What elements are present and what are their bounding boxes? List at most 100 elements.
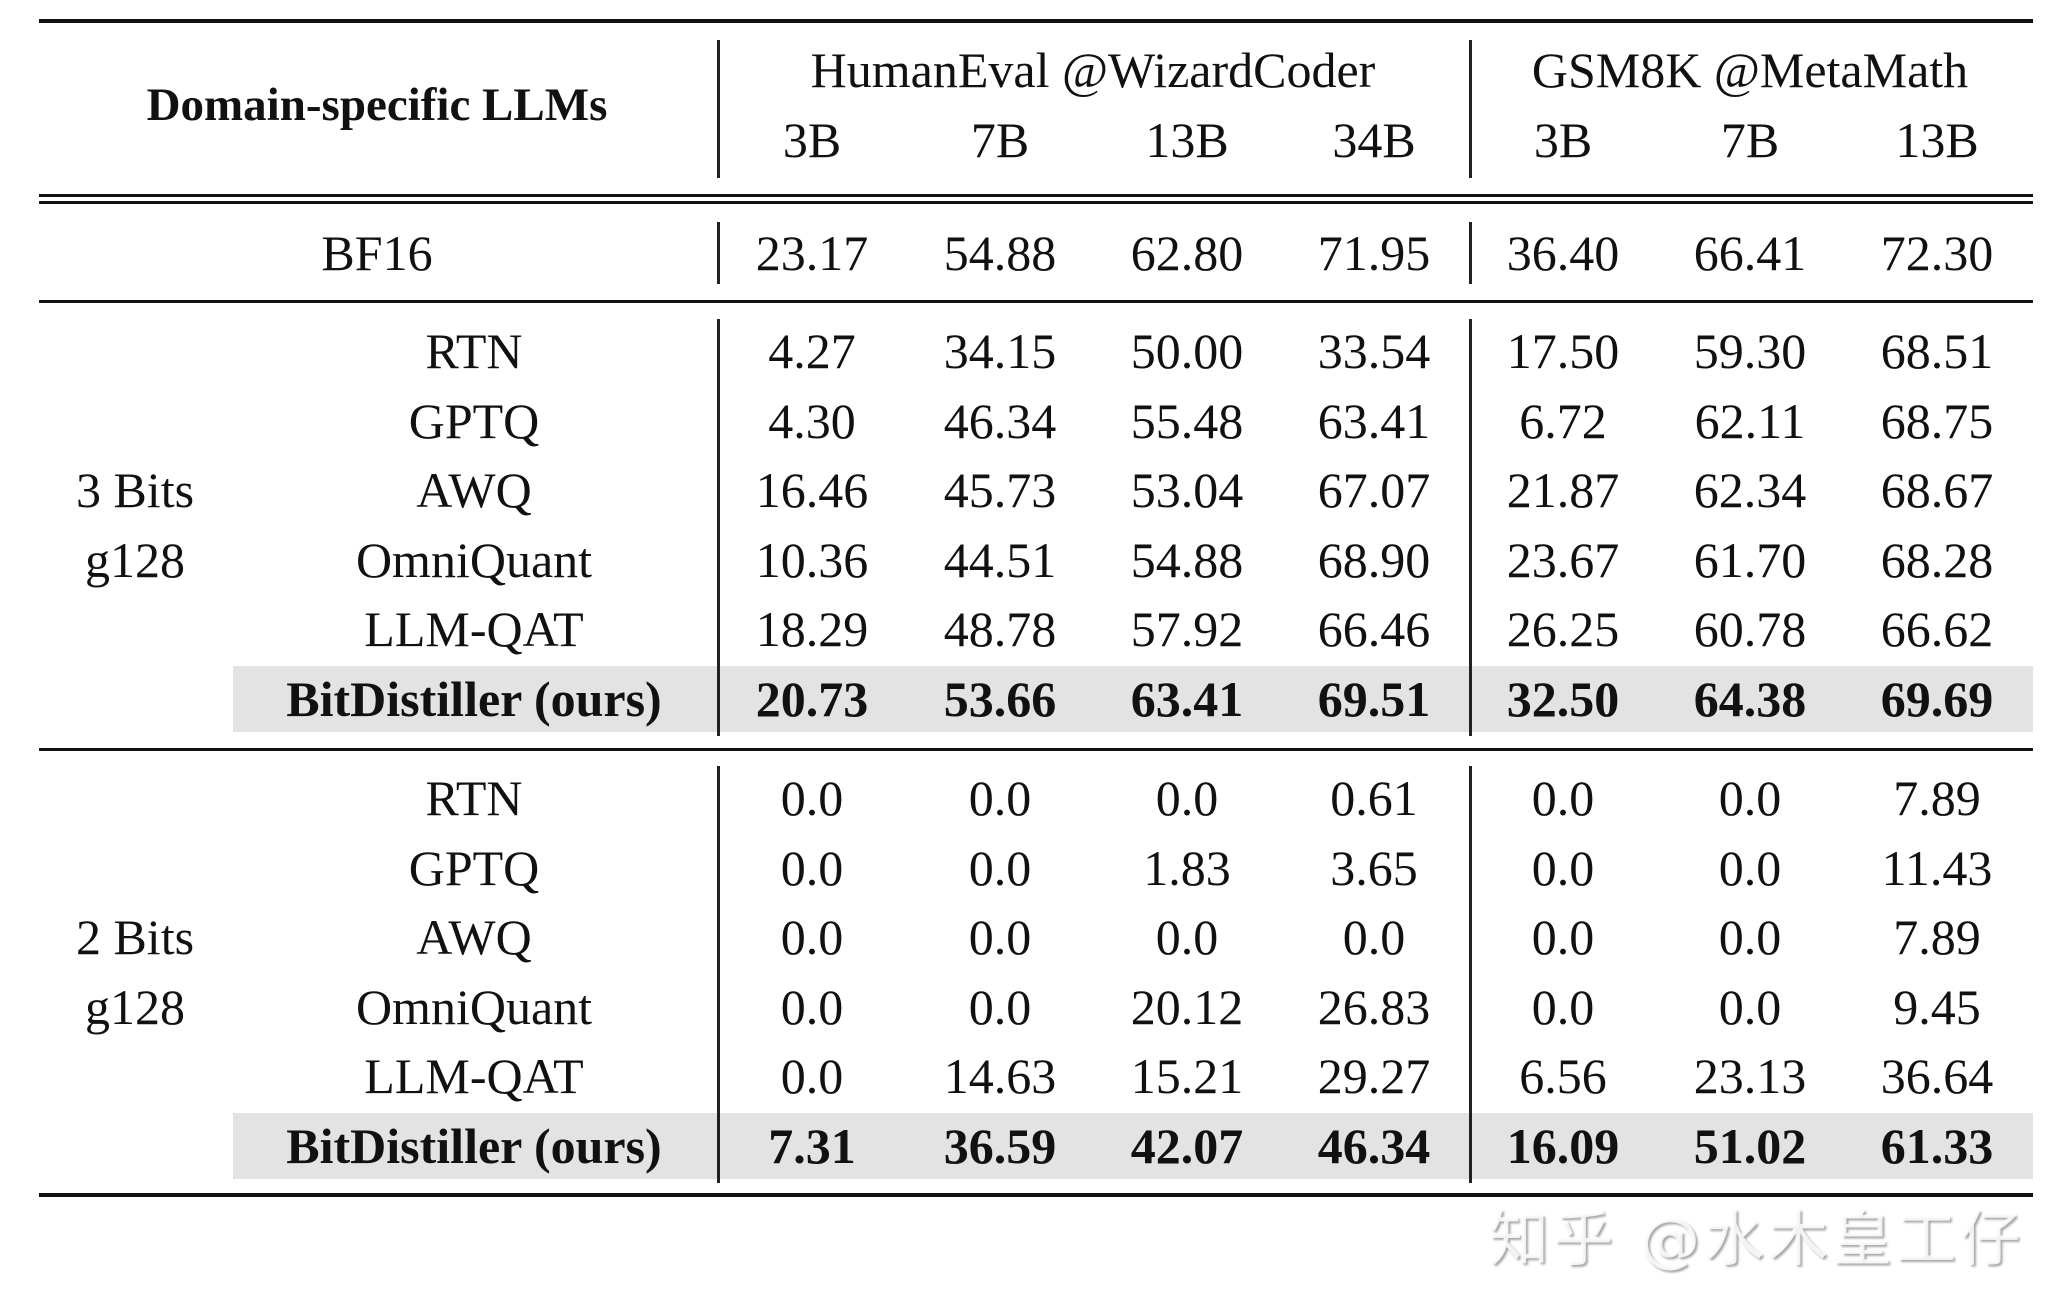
size-header: 13B [1145, 112, 1229, 168]
divider [1469, 222, 1472, 284]
value-cell: 44.51 [943, 531, 1057, 588]
value-cell: 10.36 [755, 531, 869, 588]
method-label: OmniQuant [355, 978, 593, 1035]
value-cell: 0.0 [780, 1048, 844, 1104]
baseline-rule [39, 300, 2033, 303]
method-label: BitDistiller (ours) [286, 1117, 662, 1174]
value-cell: 4.30 [768, 392, 856, 449]
value-cell: 66.62 [1880, 601, 1994, 657]
value-cell: 6.72 [1519, 392, 1607, 449]
size-header: 3B [782, 112, 842, 168]
value-cell: 17.50 [1506, 323, 1620, 379]
group-header: GSM8K @MetaMath [1531, 42, 1969, 98]
value-cell: 23.13 [1693, 1048, 1807, 1104]
value-cell: 0.0 [780, 978, 844, 1035]
value-cell: 51.02 [1693, 1117, 1807, 1174]
value-cell: 0.0 [1531, 909, 1595, 965]
size-header: 13B [1895, 112, 1979, 168]
value-cell: 63.41 [1317, 392, 1431, 449]
value-cell: 7.89 [1893, 909, 1981, 965]
value-cell: 62.34 [1693, 462, 1807, 518]
value-cell: 0.0 [968, 978, 1032, 1035]
value-cell: 32.50 [1506, 670, 1620, 727]
value-cell: 72.30 [1880, 225, 1994, 281]
divider [717, 319, 720, 736]
header-rule-2 [39, 201, 2033, 204]
value-cell: 0.0 [1531, 770, 1595, 826]
size-header: 7B [970, 112, 1030, 168]
value-cell: 6.56 [1519, 1048, 1607, 1104]
method-label: LLM-QAT [364, 1048, 584, 1104]
value-cell: 57.92 [1130, 601, 1244, 657]
value-cell: 0.0 [1531, 839, 1595, 896]
value-cell: 55.48 [1130, 392, 1244, 449]
value-cell: 67.07 [1317, 462, 1431, 518]
value-cell: 16.46 [755, 462, 869, 518]
value-cell: 50.00 [1130, 323, 1244, 379]
value-cell: 0.0 [1531, 978, 1595, 1035]
top-rule [39, 19, 2033, 23]
value-cell: 48.78 [943, 601, 1057, 657]
divider [1469, 319, 1472, 736]
bottom-rule [39, 1193, 2033, 1197]
size-header: 7B [1720, 112, 1780, 168]
method-label: RTN [425, 323, 523, 379]
value-cell: 26.25 [1506, 601, 1620, 657]
method-label: GPTQ [408, 839, 540, 896]
divider [717, 222, 720, 284]
value-cell: 0.0 [968, 770, 1032, 826]
value-cell: 46.34 [1317, 1117, 1431, 1174]
value-cell: 0.0 [1718, 839, 1782, 896]
value-cell: 0.0 [1342, 909, 1406, 965]
value-cell: 1.83 [1143, 839, 1231, 896]
value-cell: 33.54 [1317, 323, 1431, 379]
header-rule [39, 194, 2033, 197]
value-cell: 63.41 [1130, 670, 1244, 727]
value-cell: 53.04 [1130, 462, 1244, 518]
value-cell: 62.80 [1130, 225, 1244, 281]
size-header: 34B [1332, 112, 1416, 168]
corner-header: Domain-specific LLMs [146, 79, 608, 131]
value-cell: 68.75 [1880, 392, 1994, 449]
value-cell: 66.46 [1317, 601, 1431, 657]
value-cell: 20.73 [755, 670, 869, 727]
value-cell: 45.73 [943, 462, 1057, 518]
value-cell: 64.38 [1693, 670, 1807, 727]
section-label: 3 Bits [75, 461, 195, 518]
value-cell: 36.64 [1880, 1048, 1994, 1104]
value-cell: 0.0 [780, 770, 844, 826]
method-label: AWQ [416, 462, 532, 518]
value-cell: 60.78 [1693, 601, 1807, 657]
value-cell: 26.83 [1317, 978, 1431, 1035]
highlight-row [233, 1112, 2033, 1179]
highlight-row [233, 665, 2033, 732]
value-cell: 68.28 [1880, 531, 1994, 588]
header-divider [717, 40, 720, 178]
value-cell: 62.11 [1694, 392, 1806, 449]
value-cell: 0.0 [1718, 978, 1782, 1035]
value-cell: 3.65 [1330, 839, 1418, 896]
value-cell: 15.21 [1130, 1048, 1244, 1104]
method-label: GPTQ [408, 392, 540, 449]
value-cell: 61.70 [1693, 531, 1807, 588]
method-label: RTN [425, 770, 523, 826]
section-label: g128 [85, 978, 185, 1035]
value-cell: 23.67 [1506, 531, 1620, 588]
value-cell: 0.0 [1718, 909, 1782, 965]
value-cell: 0.0 [968, 839, 1032, 896]
value-cell: 46.34 [943, 392, 1057, 449]
value-cell: 69.51 [1317, 670, 1431, 727]
value-cell: 66.41 [1693, 225, 1807, 281]
value-cell: 18.29 [755, 601, 869, 657]
value-cell: 54.88 [943, 225, 1057, 281]
value-cell: 9.45 [1893, 978, 1981, 1035]
value-cell: 68.51 [1880, 323, 1994, 379]
value-cell: 0.0 [1155, 770, 1219, 826]
value-cell: 61.33 [1880, 1117, 1994, 1174]
value-cell: 4.27 [768, 323, 856, 379]
value-cell: 0.0 [780, 839, 844, 896]
value-cell: 11.43 [1881, 839, 1993, 896]
size-header: 3B [1533, 112, 1593, 168]
divider [1469, 766, 1472, 1183]
value-cell: 14.63 [943, 1048, 1057, 1104]
